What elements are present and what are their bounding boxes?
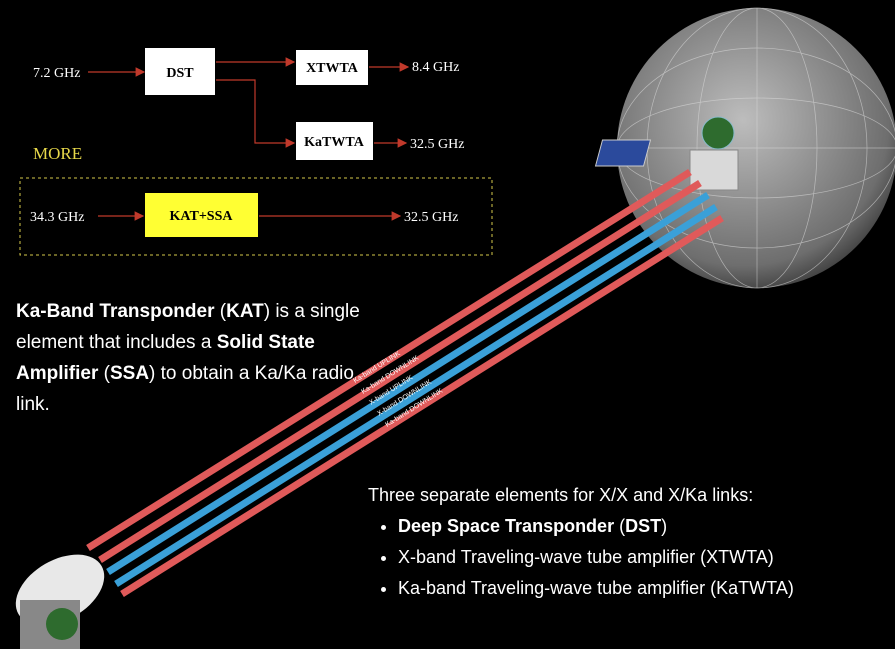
text-run: ) — [661, 516, 668, 536]
separate-elements: Three separate elements for X/X and X/Ka… — [368, 480, 895, 604]
label: MORE — [33, 144, 82, 163]
label: XTWTA — [306, 61, 359, 76]
kat-description: Ka-Band Transponder (KAT) is a single el… — [16, 296, 376, 420]
katwta-box — [296, 122, 373, 160]
beams — [86, 169, 724, 597]
kat-box — [145, 193, 258, 237]
text-run: Deep Space Transponder — [398, 516, 615, 536]
dst-box — [145, 48, 215, 95]
text-run: X-band Traveling-wave tube amplifier (XT… — [398, 547, 774, 567]
label: 8.4 GHz — [412, 60, 459, 75]
text-run: Ka-band Traveling-wave tube amplifier (K… — [398, 578, 794, 598]
label: KAT+SSA — [170, 209, 234, 224]
label: 7.2 GHz — [33, 66, 80, 81]
text-run: DST — [625, 516, 662, 536]
text-run: ( — [614, 516, 626, 536]
label: DST — [166, 66, 194, 81]
heading: Three separate elements for X/X and X/Ka… — [368, 485, 754, 505]
text-run: Ka-Band Transponder — [16, 301, 215, 322]
spacecraft — [594, 116, 739, 191]
text-run: SSA — [109, 363, 150, 384]
text-run: ( — [98, 363, 110, 384]
bullet-list: Deep Space Transponder (DST) X-band Trave… — [368, 511, 895, 604]
more-box — [19, 177, 493, 256]
text-run: ( — [214, 301, 227, 322]
bullet-item: Deep Space Transponder (DST) — [398, 511, 895, 542]
text-run: Solid State Amplifier — [16, 332, 315, 384]
arrows — [88, 57, 410, 221]
label: 32.5 GHz — [410, 137, 464, 152]
bullet-item: X-band Traveling-wave tube amplifier (XT… — [398, 542, 895, 573]
label: 34.3 GHz — [30, 210, 84, 225]
text-run: ) to obtain a Ka/Ka radio link. — [16, 363, 354, 415]
text-run: ) is a single element that includes a — [16, 301, 360, 353]
label: KaTWTA — [304, 135, 365, 150]
label: 32.5 GHz — [404, 210, 458, 225]
xtwta-box — [296, 50, 368, 85]
bullet-item: Ka-band Traveling-wave tube amplifier (K… — [398, 573, 895, 604]
text-run: KAT — [226, 301, 264, 322]
dish — [15, 554, 105, 649]
